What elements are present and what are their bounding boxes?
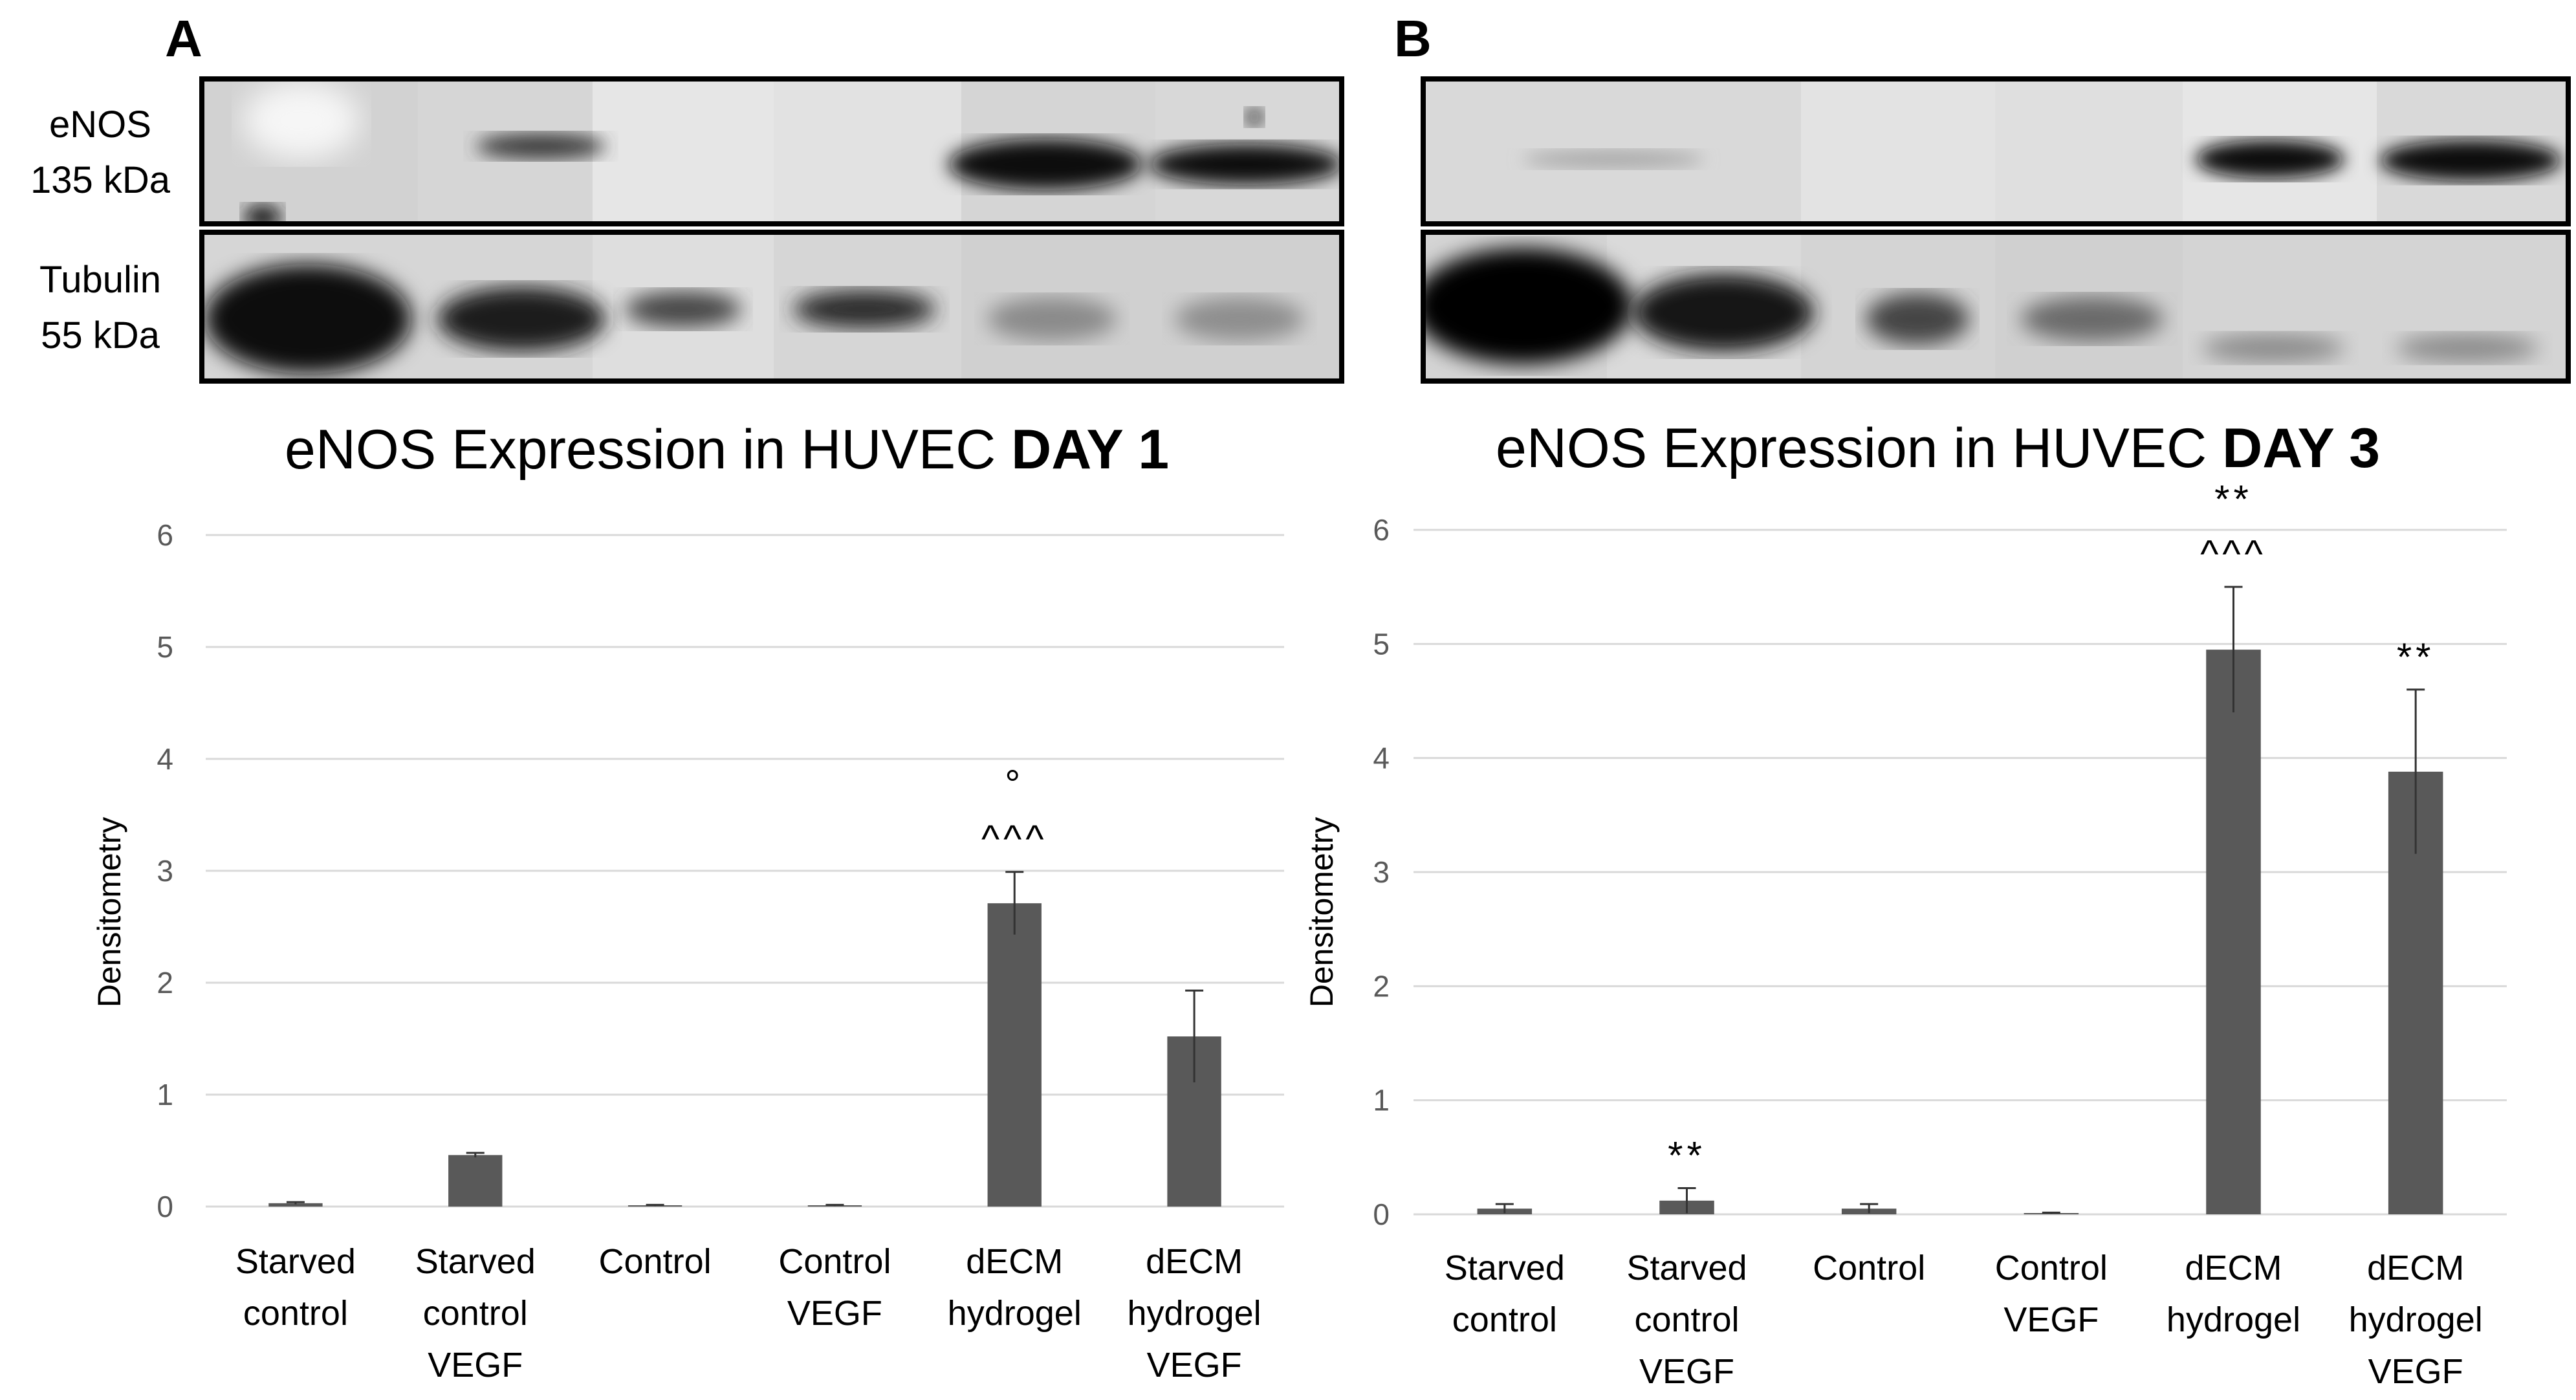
- chart-title-day3-bold: DAY 3: [2222, 417, 2381, 479]
- tubulin-blot-image-a: [199, 230, 1344, 384]
- chart-title-day3-text: eNOS Expression in HUVEC: [1496, 417, 2223, 479]
- day1-category-label: dECM: [1146, 1242, 1243, 1281]
- day1-bar: [987, 903, 1042, 1207]
- tubulin-blot-image-b: [1421, 230, 2571, 384]
- chart-title-day1-text: eNOS Expression in HUVEC: [285, 419, 1012, 481]
- day3-ylabel: Densitometry: [1304, 817, 1340, 1008]
- day1-significance-label: ^^^: [981, 818, 1047, 861]
- enos-blot-image-a: [199, 76, 1344, 226]
- chart-title-day3: eNOS Expression in HUVEC DAY 3: [1496, 421, 2380, 476]
- day3-ytick-label: 2: [1373, 969, 1390, 1003]
- day3-significance-label: **: [1668, 1133, 1706, 1177]
- day3-category-label: dECM: [2185, 1249, 2282, 1287]
- day1-category-label: VEGF: [787, 1294, 882, 1333]
- day1-category-label: VEGF: [1147, 1346, 1242, 1384]
- day1-ytick-label: 2: [157, 966, 173, 1000]
- day3-significance-label: **: [2214, 477, 2253, 521]
- tubulin-label-line2: 55 kDa: [41, 314, 160, 356]
- day1-ytick-label: 5: [157, 630, 173, 664]
- chart-title-day1-bold: DAY 1: [1011, 419, 1170, 481]
- day1-significance-label: °: [1005, 763, 1024, 806]
- enos-label-line1: eNOS: [49, 104, 151, 146]
- day1-ytick-label: 3: [157, 854, 173, 888]
- day3-ytick-label: 4: [1373, 741, 1390, 775]
- day3-category-label: Starved: [1445, 1249, 1565, 1287]
- day1-ytick-label: 6: [157, 518, 173, 552]
- enos-blot-label: eNOS 135 kDa: [10, 97, 191, 208]
- day3-category-label: Control: [1995, 1249, 2108, 1287]
- day1-bar: [448, 1155, 503, 1207]
- day1-category-label: Starved: [415, 1242, 536, 1281]
- day1-category-label: VEGF: [428, 1346, 523, 1384]
- day1-category-label: Starved: [235, 1242, 356, 1281]
- day3-ytick-label: 5: [1373, 627, 1390, 661]
- day3-category-label: control: [1452, 1300, 1557, 1339]
- day1-category-label: hydrogel: [1128, 1294, 1261, 1333]
- day3-significance-label: **: [2397, 635, 2435, 679]
- day1-ytick-label: 4: [157, 742, 173, 776]
- panel-letter-a: A: [165, 10, 202, 67]
- day3-category-label: VEGF: [2003, 1300, 2099, 1339]
- day3-category-label: VEGF: [2368, 1352, 2463, 1391]
- day1-ylabel: Densitometry: [91, 817, 127, 1008]
- enos-label-line2: 135 kDa: [30, 159, 171, 201]
- day3-ytick-label: 1: [1373, 1084, 1390, 1117]
- day3-category-label: control: [1634, 1300, 1739, 1339]
- day3-significance-label: ^^^: [2200, 532, 2266, 576]
- day1-bar: [268, 1203, 323, 1207]
- chart-title-day1: eNOS Expression in HUVEC DAY 1: [285, 422, 1169, 477]
- day3-ytick-label: 3: [1373, 855, 1390, 889]
- day1-category-label: control: [423, 1294, 528, 1333]
- panel-letter-b: B: [1394, 10, 1432, 67]
- day3-ytick-label: 6: [1373, 513, 1390, 547]
- tubulin-label-line1: Tubulin: [39, 259, 162, 301]
- tubulin-blot-label: Tubulin 55 kDa: [10, 252, 191, 364]
- day1-ytick-label: 1: [157, 1078, 173, 1111]
- day1-category-label: control: [243, 1294, 348, 1333]
- day3-category-label: dECM: [2367, 1249, 2464, 1287]
- day1-category-label: dECM: [966, 1242, 1063, 1281]
- day1-category-label: Control: [599, 1242, 712, 1281]
- day3-category-label: VEGF: [1639, 1352, 1734, 1391]
- day3-category-label: Starved: [1626, 1249, 1747, 1287]
- day1-category-label: hydrogel: [948, 1294, 1082, 1333]
- day1-ytick-label: 0: [157, 1190, 173, 1223]
- day3-category-label: hydrogel: [2167, 1300, 2300, 1339]
- enos-blot-image-b: [1421, 76, 2571, 226]
- day3-bar: [2206, 650, 2261, 1214]
- day3-category-label: hydrogel: [2349, 1300, 2483, 1339]
- day3-ytick-label: 0: [1373, 1198, 1390, 1231]
- day1-category-label: Control: [778, 1242, 891, 1281]
- day3-category-label: Control: [1813, 1249, 1925, 1287]
